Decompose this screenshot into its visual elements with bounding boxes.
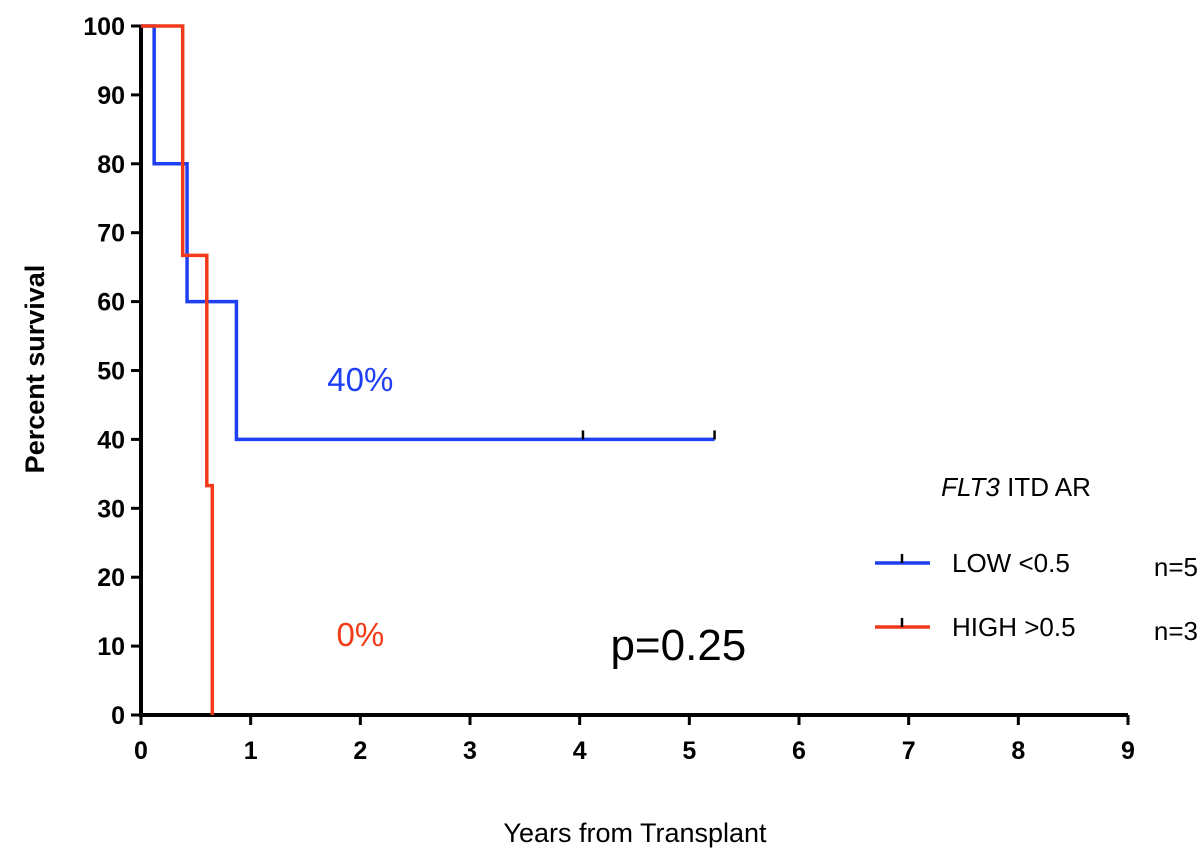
x-tick-label: 8 <box>1011 737 1025 765</box>
series-line-1 <box>141 26 212 715</box>
y-tick-label: 30 <box>97 495 125 523</box>
annotations: 40% 0% p=0.25 <box>327 361 746 670</box>
x-tick-label: 6 <box>792 737 806 765</box>
legend-title: FLT3 ITD AR <box>941 472 1091 502</box>
x-tick-label: 3 <box>463 737 477 765</box>
y-tick-label: 0 <box>111 702 125 730</box>
x-tick-label: 7 <box>902 737 916 765</box>
y-tick-label: 60 <box>97 289 125 317</box>
x-tick-label: 9 <box>1121 737 1135 765</box>
p-value: p=0.25 <box>610 621 746 670</box>
legend-n-1: n=3 <box>1154 616 1198 646</box>
legend: FLT3 ITD AR LOW <0.5 n=5 HIGH >0.5 n=3 <box>875 472 1198 646</box>
x-tick-label: 1 <box>244 737 258 765</box>
survival-annotation-1: 0% <box>336 616 384 653</box>
y-tick-label: 70 <box>97 220 125 248</box>
series-line-0 <box>141 26 715 439</box>
legend-label-1: HIGH >0.5 <box>952 612 1076 642</box>
legend-label-0: LOW <0.5 <box>952 548 1070 578</box>
x-axis-title: Years from Transplant <box>503 818 767 848</box>
y-tick-label: 20 <box>97 564 125 592</box>
y-tick-label: 10 <box>97 633 125 661</box>
y-tick-label: 100 <box>83 13 125 41</box>
survival-annotation-0: 40% <box>327 361 393 398</box>
x-tick-label: 5 <box>682 737 696 765</box>
y-tick-label: 50 <box>97 358 125 386</box>
legend-n-0: n=5 <box>1154 552 1198 582</box>
y-tick-label: 40 <box>97 426 125 454</box>
y-tick-label: 90 <box>97 82 125 110</box>
y-tick-label: 80 <box>97 151 125 179</box>
x-tick-label: 0 <box>134 737 148 765</box>
x-tick-label: 2 <box>353 737 367 765</box>
y-axis-title: Percent survival <box>20 265 50 474</box>
series-layer <box>141 26 715 715</box>
x-tick-label: 4 <box>573 737 587 765</box>
